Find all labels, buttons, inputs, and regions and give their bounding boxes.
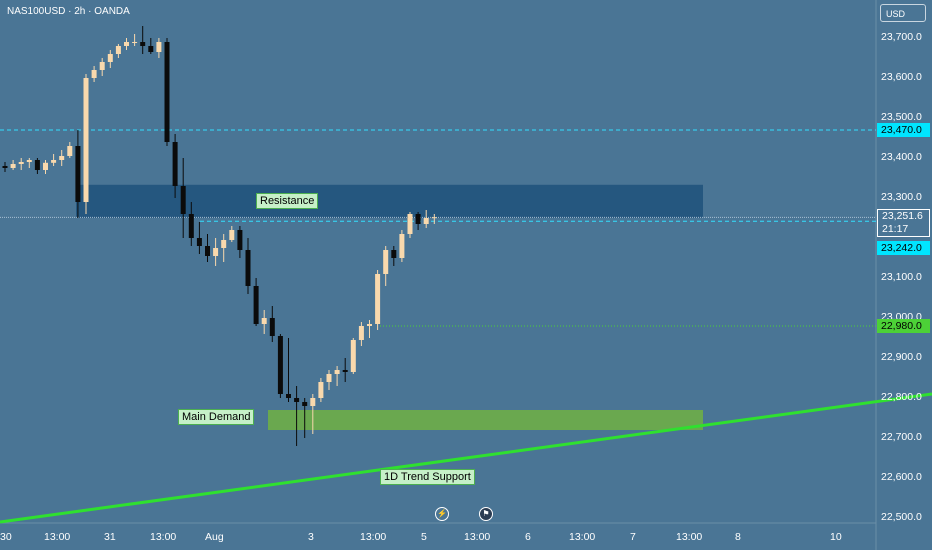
target-line-tag[interactable]: 22,980.0 xyxy=(877,319,930,333)
candle-body xyxy=(383,250,389,274)
candle-body xyxy=(431,217,437,219)
candle-body xyxy=(34,160,40,170)
candle-body xyxy=(140,42,146,46)
price-tick: 22,500.0 xyxy=(881,511,922,523)
candle-body xyxy=(67,146,73,156)
candle-body xyxy=(75,146,81,202)
time-tick: 6 xyxy=(525,531,531,543)
candle-body xyxy=(59,156,65,160)
price-tick: 23,500.0 xyxy=(881,111,922,123)
candle-body xyxy=(326,374,332,382)
candle-body xyxy=(156,42,162,52)
candle-body xyxy=(83,78,89,202)
candle-body xyxy=(245,250,251,286)
candle-body xyxy=(269,318,275,336)
candle-body xyxy=(237,230,243,250)
ask-line-tag[interactable]: 23,242.0 xyxy=(877,241,930,255)
time-tick: 3 xyxy=(308,531,314,543)
candle-body xyxy=(367,324,372,326)
price-tick: 22,900.0 xyxy=(881,351,922,363)
time-tick: 13:00 xyxy=(569,531,596,543)
candle-body xyxy=(172,142,178,186)
time-tick: 13:00 xyxy=(44,531,71,543)
candle-body xyxy=(375,274,381,324)
candle-body xyxy=(407,214,413,234)
candle-body xyxy=(43,162,48,170)
candle-body xyxy=(399,234,405,258)
candle-body xyxy=(302,402,308,406)
candle-body xyxy=(205,246,210,256)
candle-body xyxy=(26,160,32,162)
price-tick: 23,300.0 xyxy=(881,191,922,203)
candle-body xyxy=(294,398,300,402)
candle-body xyxy=(350,340,356,372)
candle-body xyxy=(188,214,194,238)
candle-body xyxy=(229,230,235,240)
flag-icon[interactable]: ⚑ xyxy=(479,507,493,521)
time-tick: 13:00 xyxy=(150,531,177,543)
price-tick: 23,600.0 xyxy=(881,71,922,83)
candle-body xyxy=(99,62,105,70)
time-tick: 13:00 xyxy=(464,531,491,543)
candle-body xyxy=(213,248,219,256)
demand-zone xyxy=(268,410,703,430)
candle-body xyxy=(18,162,24,164)
price-tick: 23,400.0 xyxy=(881,151,922,163)
candle-body xyxy=(310,398,316,406)
time-tick: 10 xyxy=(830,531,842,543)
symbol-label[interactable]: NAS100USD · 2h · OANDA xyxy=(7,6,130,17)
time-tick: 8 xyxy=(735,531,741,543)
candle-body xyxy=(180,186,186,214)
candle-body xyxy=(277,336,283,394)
candle-body xyxy=(391,250,397,258)
candle-body xyxy=(107,54,113,62)
candle-body xyxy=(196,238,202,246)
main-demand-label[interactable]: Main Demand xyxy=(178,409,255,425)
time-tick: Aug xyxy=(205,531,224,543)
resistance-zone xyxy=(76,184,703,218)
candle-body xyxy=(164,42,170,142)
time-tick: 30 xyxy=(0,531,12,543)
candle-body xyxy=(2,166,8,168)
current-price-value: 23,251.6 xyxy=(882,210,923,222)
resistance-line-tag[interactable]: 23,470.0 xyxy=(877,123,930,137)
time-tick: 13:00 xyxy=(676,531,703,543)
time-tick: 5 xyxy=(421,531,427,543)
time-tick: 13:00 xyxy=(360,531,387,543)
price-tick: 22,800.0 xyxy=(881,391,922,403)
price-tick: 23,700.0 xyxy=(881,31,922,43)
trend-support-line xyxy=(0,392,932,524)
countdown-timer: 21:17 xyxy=(882,223,909,235)
candle-body xyxy=(124,42,129,46)
trend-support-label[interactable]: 1D Trend Support xyxy=(380,469,475,485)
candle-body xyxy=(342,370,348,372)
lightning-icon[interactable]: ⚡ xyxy=(435,507,449,521)
time-tick: 7 xyxy=(630,531,636,543)
candle-body xyxy=(253,286,259,324)
candle-body xyxy=(148,46,154,52)
current-price-tag[interactable]: 23,251.6 21:17 xyxy=(877,209,930,237)
currency-button[interactable]: USD xyxy=(880,4,926,22)
candle-body xyxy=(334,370,340,374)
candle-body xyxy=(286,394,291,398)
candle-body xyxy=(132,42,138,43)
candle-body xyxy=(10,164,16,168)
candle-body xyxy=(261,318,267,324)
price-tick: 22,700.0 xyxy=(881,431,922,443)
candle-body xyxy=(51,160,57,163)
candle-body xyxy=(221,240,227,248)
price-tick: 22,600.0 xyxy=(881,471,922,483)
candle-body xyxy=(318,382,324,398)
candle-body xyxy=(415,214,421,224)
candle-body xyxy=(91,70,97,78)
time-tick: 31 xyxy=(104,531,116,543)
resistance-label[interactable]: Resistance xyxy=(256,193,319,209)
candle-body xyxy=(115,46,121,54)
candle-body xyxy=(358,326,364,340)
price-tick: 23,100.0 xyxy=(881,271,922,283)
candle-body xyxy=(423,218,429,224)
